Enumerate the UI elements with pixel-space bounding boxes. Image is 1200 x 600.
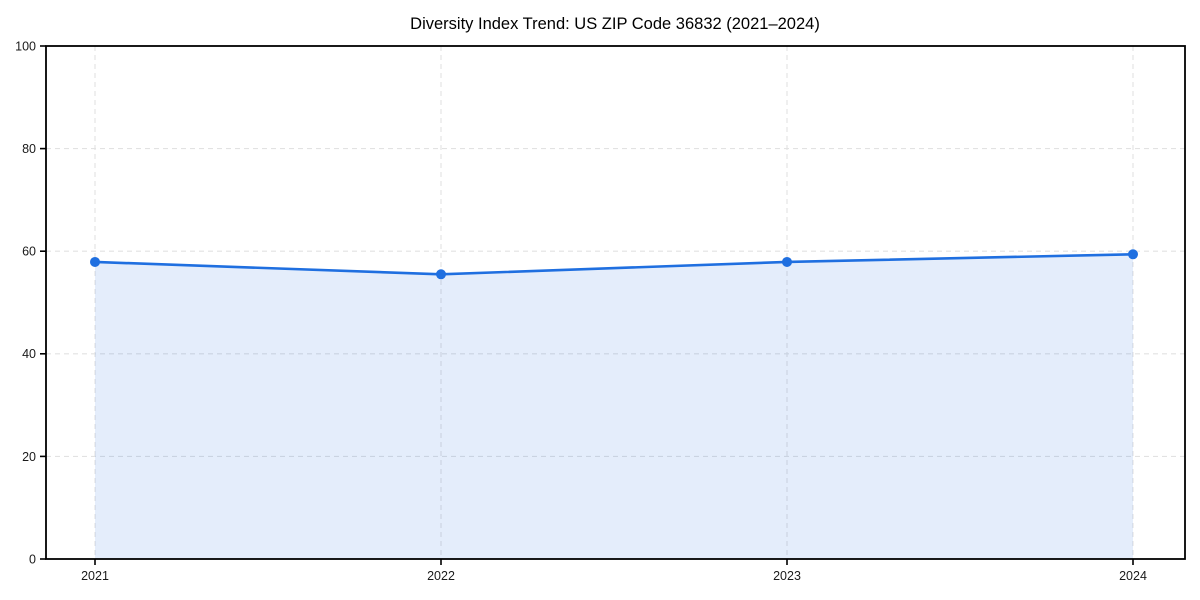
data-point-marker bbox=[436, 269, 446, 280]
axis-layer bbox=[40, 45, 1186, 565]
plot-border bbox=[45, 45, 1186, 560]
x-tick-label: 2021 bbox=[81, 569, 109, 583]
x-tick-label: 2022 bbox=[427, 569, 455, 583]
y-tick-label: 40 bbox=[22, 347, 36, 361]
data-point-marker bbox=[90, 256, 100, 267]
label-layer: 0 20 40 60 80 100 2021 2022 2023 2024 bbox=[15, 39, 1147, 583]
series-line bbox=[93, 252, 1135, 276]
area-fill bbox=[95, 254, 1133, 559]
y-tick-label: 80 bbox=[22, 142, 36, 156]
chart-title: Diversity Index Trend: US ZIP Code 36832… bbox=[410, 15, 820, 33]
marker-layer bbox=[90, 249, 1138, 280]
x-tick-label: 2023 bbox=[773, 569, 801, 583]
y-tick-label: 100 bbox=[15, 39, 36, 53]
grid-layer bbox=[46, 46, 1185, 559]
y-tick-label: 20 bbox=[22, 450, 36, 464]
y-tick-label: 60 bbox=[22, 245, 36, 259]
data-point-marker bbox=[782, 256, 792, 267]
x-tick-label: 2024 bbox=[1119, 569, 1147, 583]
line-series bbox=[93, 252, 1135, 276]
data-point-marker bbox=[1128, 249, 1138, 260]
y-tick-label: 0 bbox=[29, 552, 36, 566]
area-layer bbox=[95, 254, 1133, 559]
